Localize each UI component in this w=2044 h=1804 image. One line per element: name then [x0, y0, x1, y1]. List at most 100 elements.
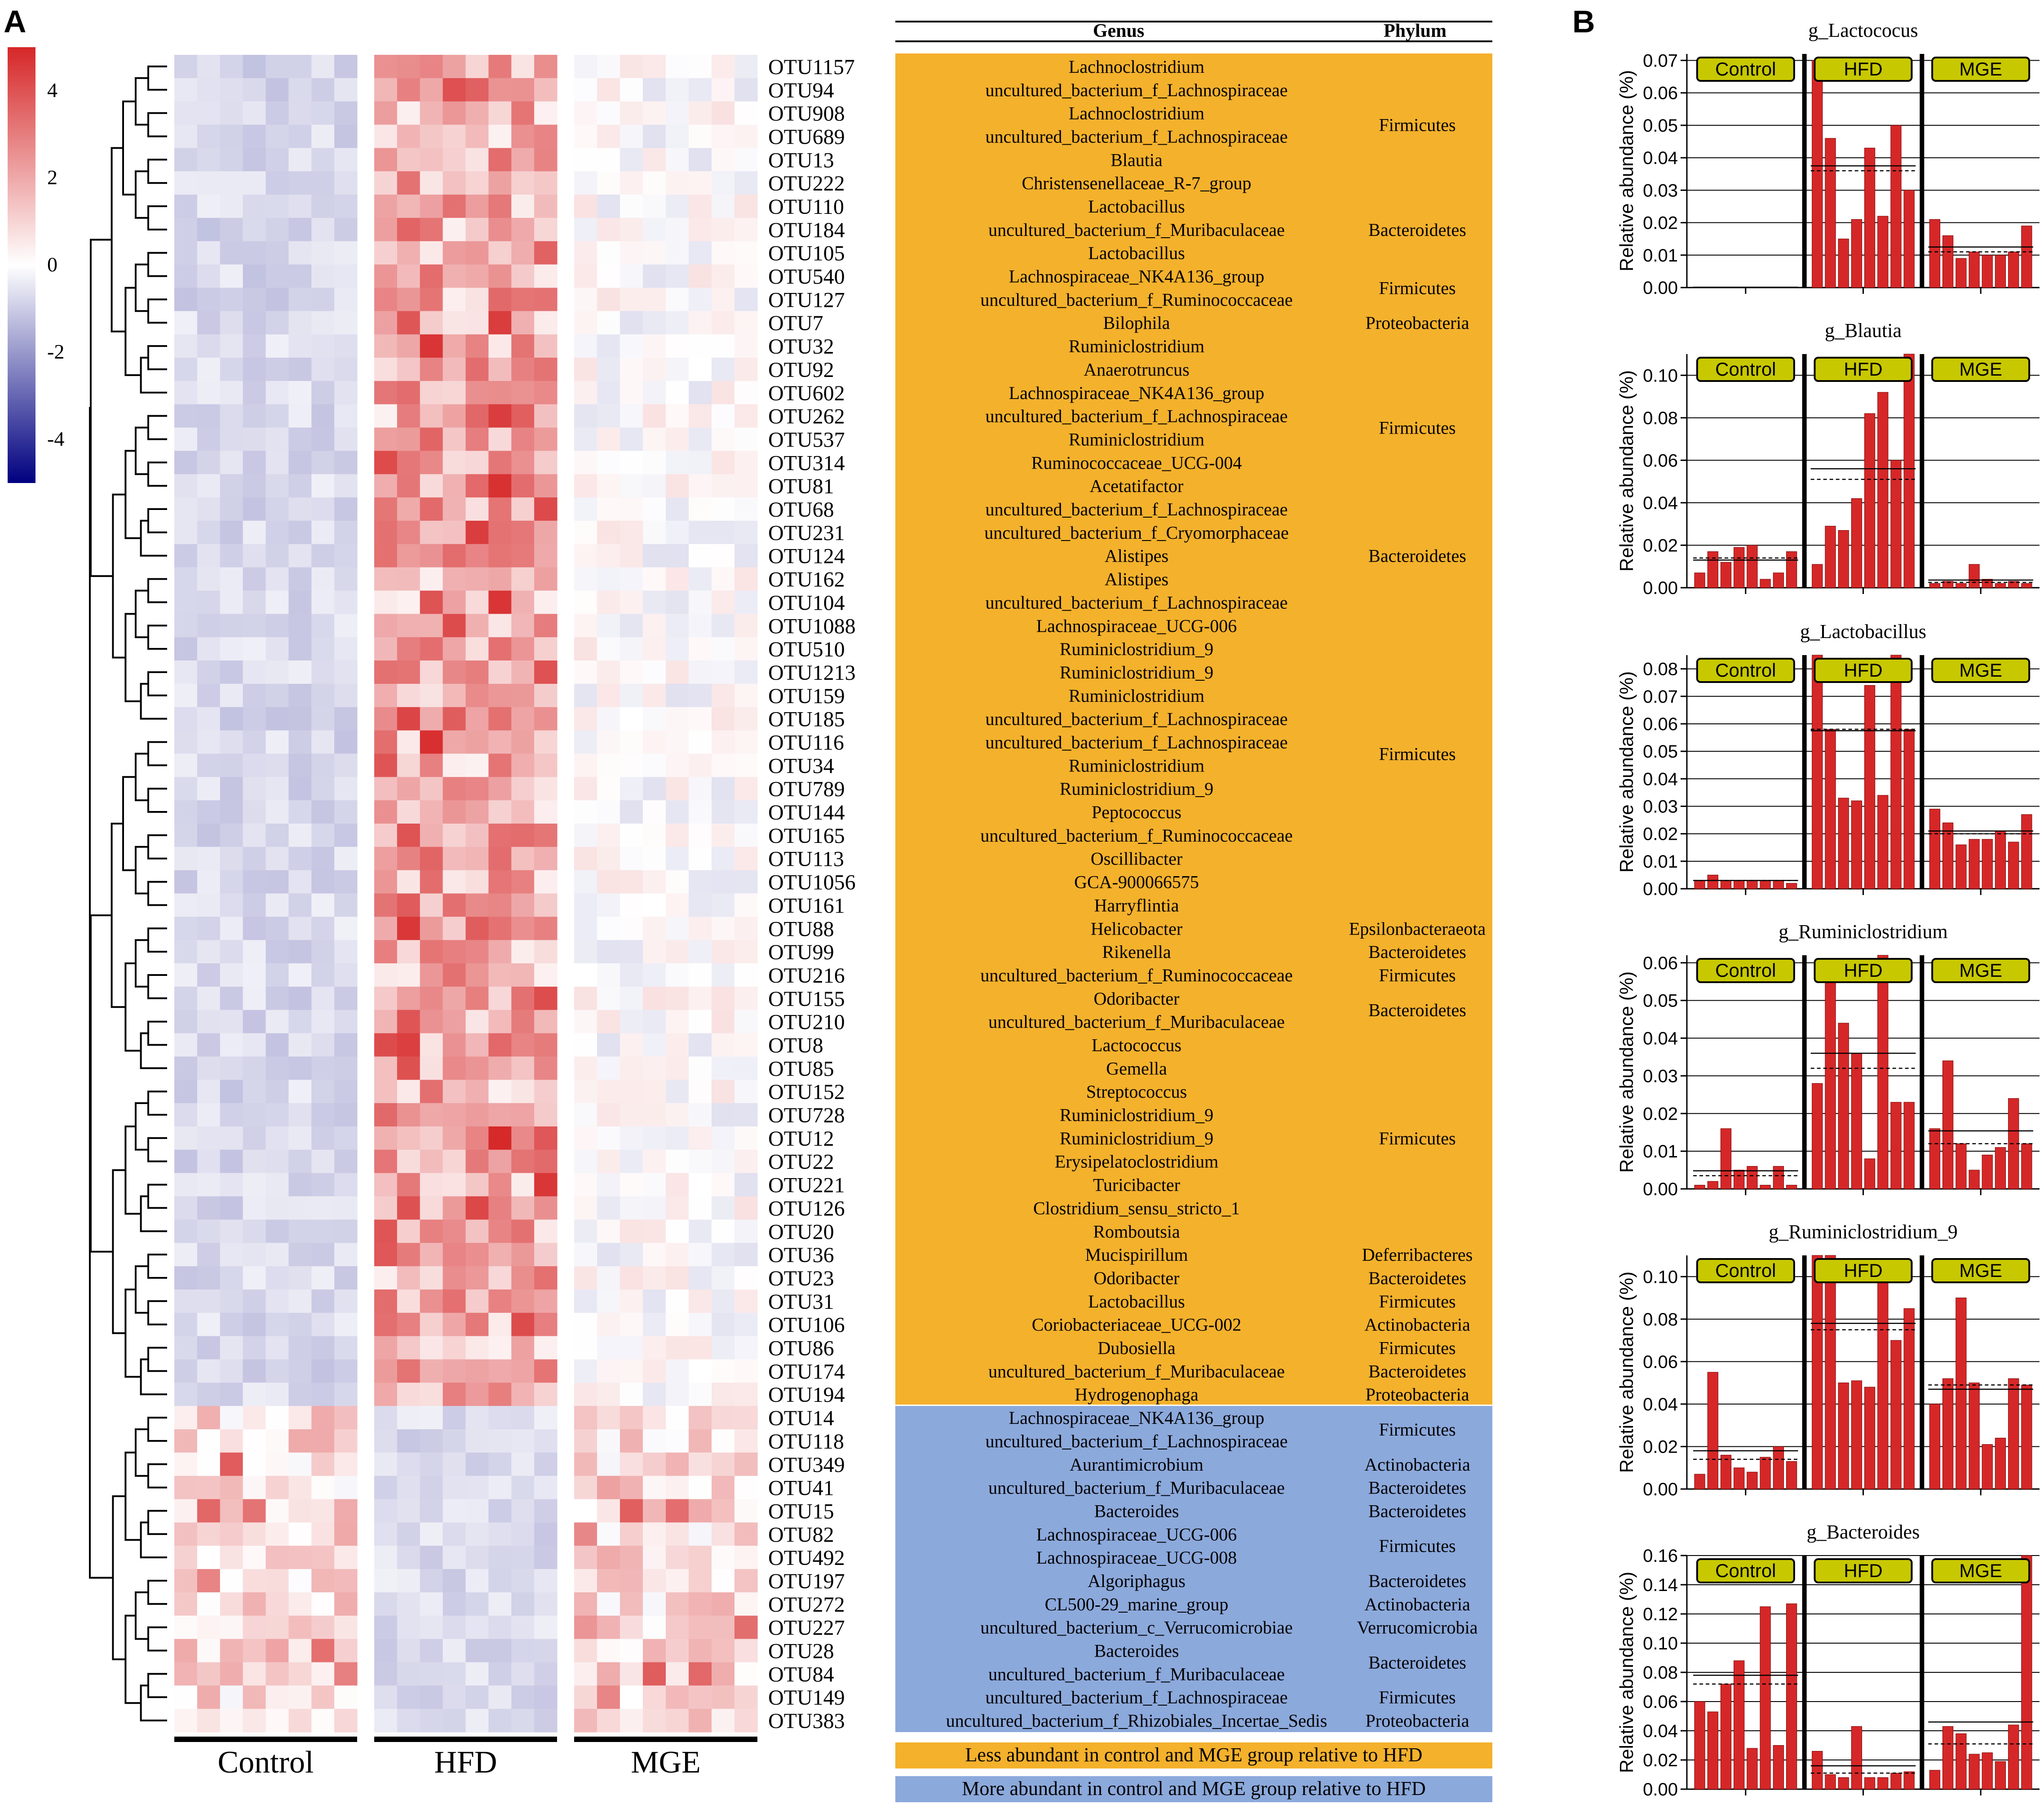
y-tick-label: 0.08 — [1643, 1663, 1678, 1683]
heatmap-cell — [574, 358, 597, 381]
heatmap-cell — [265, 754, 289, 777]
bar — [1694, 1185, 1705, 1189]
heatmap-cell — [397, 311, 420, 335]
heatmap-cell — [666, 1196, 689, 1220]
heatmap-cell — [597, 544, 620, 568]
heatmap-cell — [243, 1429, 266, 1453]
heatmap-cell — [666, 101, 689, 125]
heatmap-cell — [689, 148, 712, 172]
heatmap-cell — [689, 404, 712, 428]
heatmap-cell — [620, 55, 643, 79]
heatmap-cell — [511, 1546, 535, 1569]
heatmap-cell — [689, 1266, 712, 1290]
heatmap-cell — [597, 358, 620, 381]
phylum-label: Firmicutes — [1379, 115, 1456, 135]
heatmap-cell — [734, 1592, 758, 1616]
otu-label: OTU144 — [768, 801, 845, 824]
heatmap-cell — [397, 520, 420, 545]
heatmap-cell — [334, 614, 358, 638]
phylum-label: Bacteroidetes — [1368, 1653, 1466, 1673]
bar — [1838, 239, 1849, 288]
heatmap-cell — [374, 358, 398, 381]
otu-label: OTU113 — [768, 847, 844, 871]
heatmap-cell — [174, 358, 198, 381]
heatmap-cell — [488, 1639, 512, 1662]
chart-title: g_Ruminiclostridium_9 — [1769, 1221, 1957, 1243]
heatmap-cell — [220, 824, 243, 847]
heatmap-cell — [488, 567, 512, 591]
heatmap-cell — [689, 1569, 712, 1593]
phylum-label: Bacteroidetes — [1368, 220, 1466, 240]
heatmap-cell — [620, 1149, 643, 1174]
heatmap-cell — [511, 824, 535, 847]
heatmap-cell — [620, 1615, 643, 1640]
heatmap-cell — [197, 1243, 221, 1267]
group-label-box — [1814, 57, 1913, 82]
heatmap-cell — [420, 241, 443, 265]
genus-label: uncultured_bacterium_f_Ruminococcaceae — [980, 965, 1292, 985]
phylum-label: Actinobacteria — [1364, 1594, 1470, 1614]
heatmap-cell — [620, 1010, 643, 1034]
heatmap-cell — [334, 1126, 358, 1150]
heatmap-cell — [488, 1359, 512, 1383]
heatmap-cell — [734, 1685, 758, 1709]
heatmap-cell — [374, 917, 398, 940]
heatmap-cell — [197, 800, 221, 824]
heatmap-cell — [488, 217, 512, 242]
heatmap-cell — [243, 1289, 266, 1313]
heatmap-cell — [243, 1406, 266, 1430]
group-label-box — [1931, 958, 2031, 983]
heatmap-cell — [574, 1149, 597, 1174]
y-tick-label: 0.04 — [1643, 1395, 1678, 1414]
heatmap-cell — [420, 637, 443, 661]
heatmap-cell — [374, 590, 398, 614]
heatmap-cell — [712, 917, 735, 940]
heatmap-cell — [334, 171, 358, 195]
heatmap-cell — [174, 614, 198, 638]
heatmap-cell — [220, 1173, 243, 1197]
heatmap-cell — [712, 1173, 735, 1197]
heatmap-cell — [243, 1126, 266, 1150]
heatmap-cell — [734, 800, 758, 824]
dendrogram-branch — [147, 252, 167, 277]
heatmap-cell — [334, 1336, 358, 1360]
heatmap-cell — [666, 1173, 689, 1197]
dendrogram-branch — [147, 1090, 167, 1116]
heatmap-cell — [374, 1359, 398, 1383]
bar-chart: g_Ruminiclostridium_90.000.020.040.060.0… — [1616, 1221, 2040, 1499]
heatmap-cell — [620, 963, 643, 987]
heatmap-cell — [689, 1546, 712, 1569]
heatmap-cell — [334, 1196, 358, 1220]
heatmap-cell — [712, 451, 735, 474]
heatmap-cell — [288, 217, 312, 242]
genus-label: Gemella — [1106, 1058, 1167, 1078]
heatmap-cell — [574, 637, 597, 661]
heatmap-cell — [265, 614, 289, 638]
heatmap-cell — [643, 451, 666, 474]
heatmap-cell — [442, 1126, 466, 1150]
heatmap-cell — [420, 963, 443, 987]
heatmap-cell — [666, 1126, 689, 1150]
heatmap-cell — [288, 1312, 312, 1337]
heatmap-cell — [311, 497, 335, 521]
heatmap-cell — [374, 334, 398, 358]
heatmap-cell — [265, 637, 289, 661]
heatmap-cell — [488, 334, 512, 358]
heatmap-cell — [734, 288, 758, 311]
heatmap-cell — [243, 404, 266, 428]
bar — [1929, 809, 1940, 889]
heatmap-cell — [243, 1243, 266, 1267]
heatmap-cell — [220, 660, 243, 684]
heatmap-cell — [420, 590, 443, 614]
heatmap-cell — [311, 1639, 335, 1662]
heatmap-cell — [734, 1289, 758, 1313]
y-tick-label: 0.05 — [1643, 742, 1678, 762]
heatmap-cell — [174, 986, 198, 1011]
heatmap-cell — [534, 893, 557, 917]
heatmap-cell — [597, 1103, 620, 1127]
heatmap-cell — [174, 567, 198, 591]
heatmap-cell — [597, 1056, 620, 1080]
heatmap-cell — [243, 195, 266, 218]
heatmap-cell — [597, 1685, 620, 1709]
heatmap-cell — [534, 754, 557, 777]
